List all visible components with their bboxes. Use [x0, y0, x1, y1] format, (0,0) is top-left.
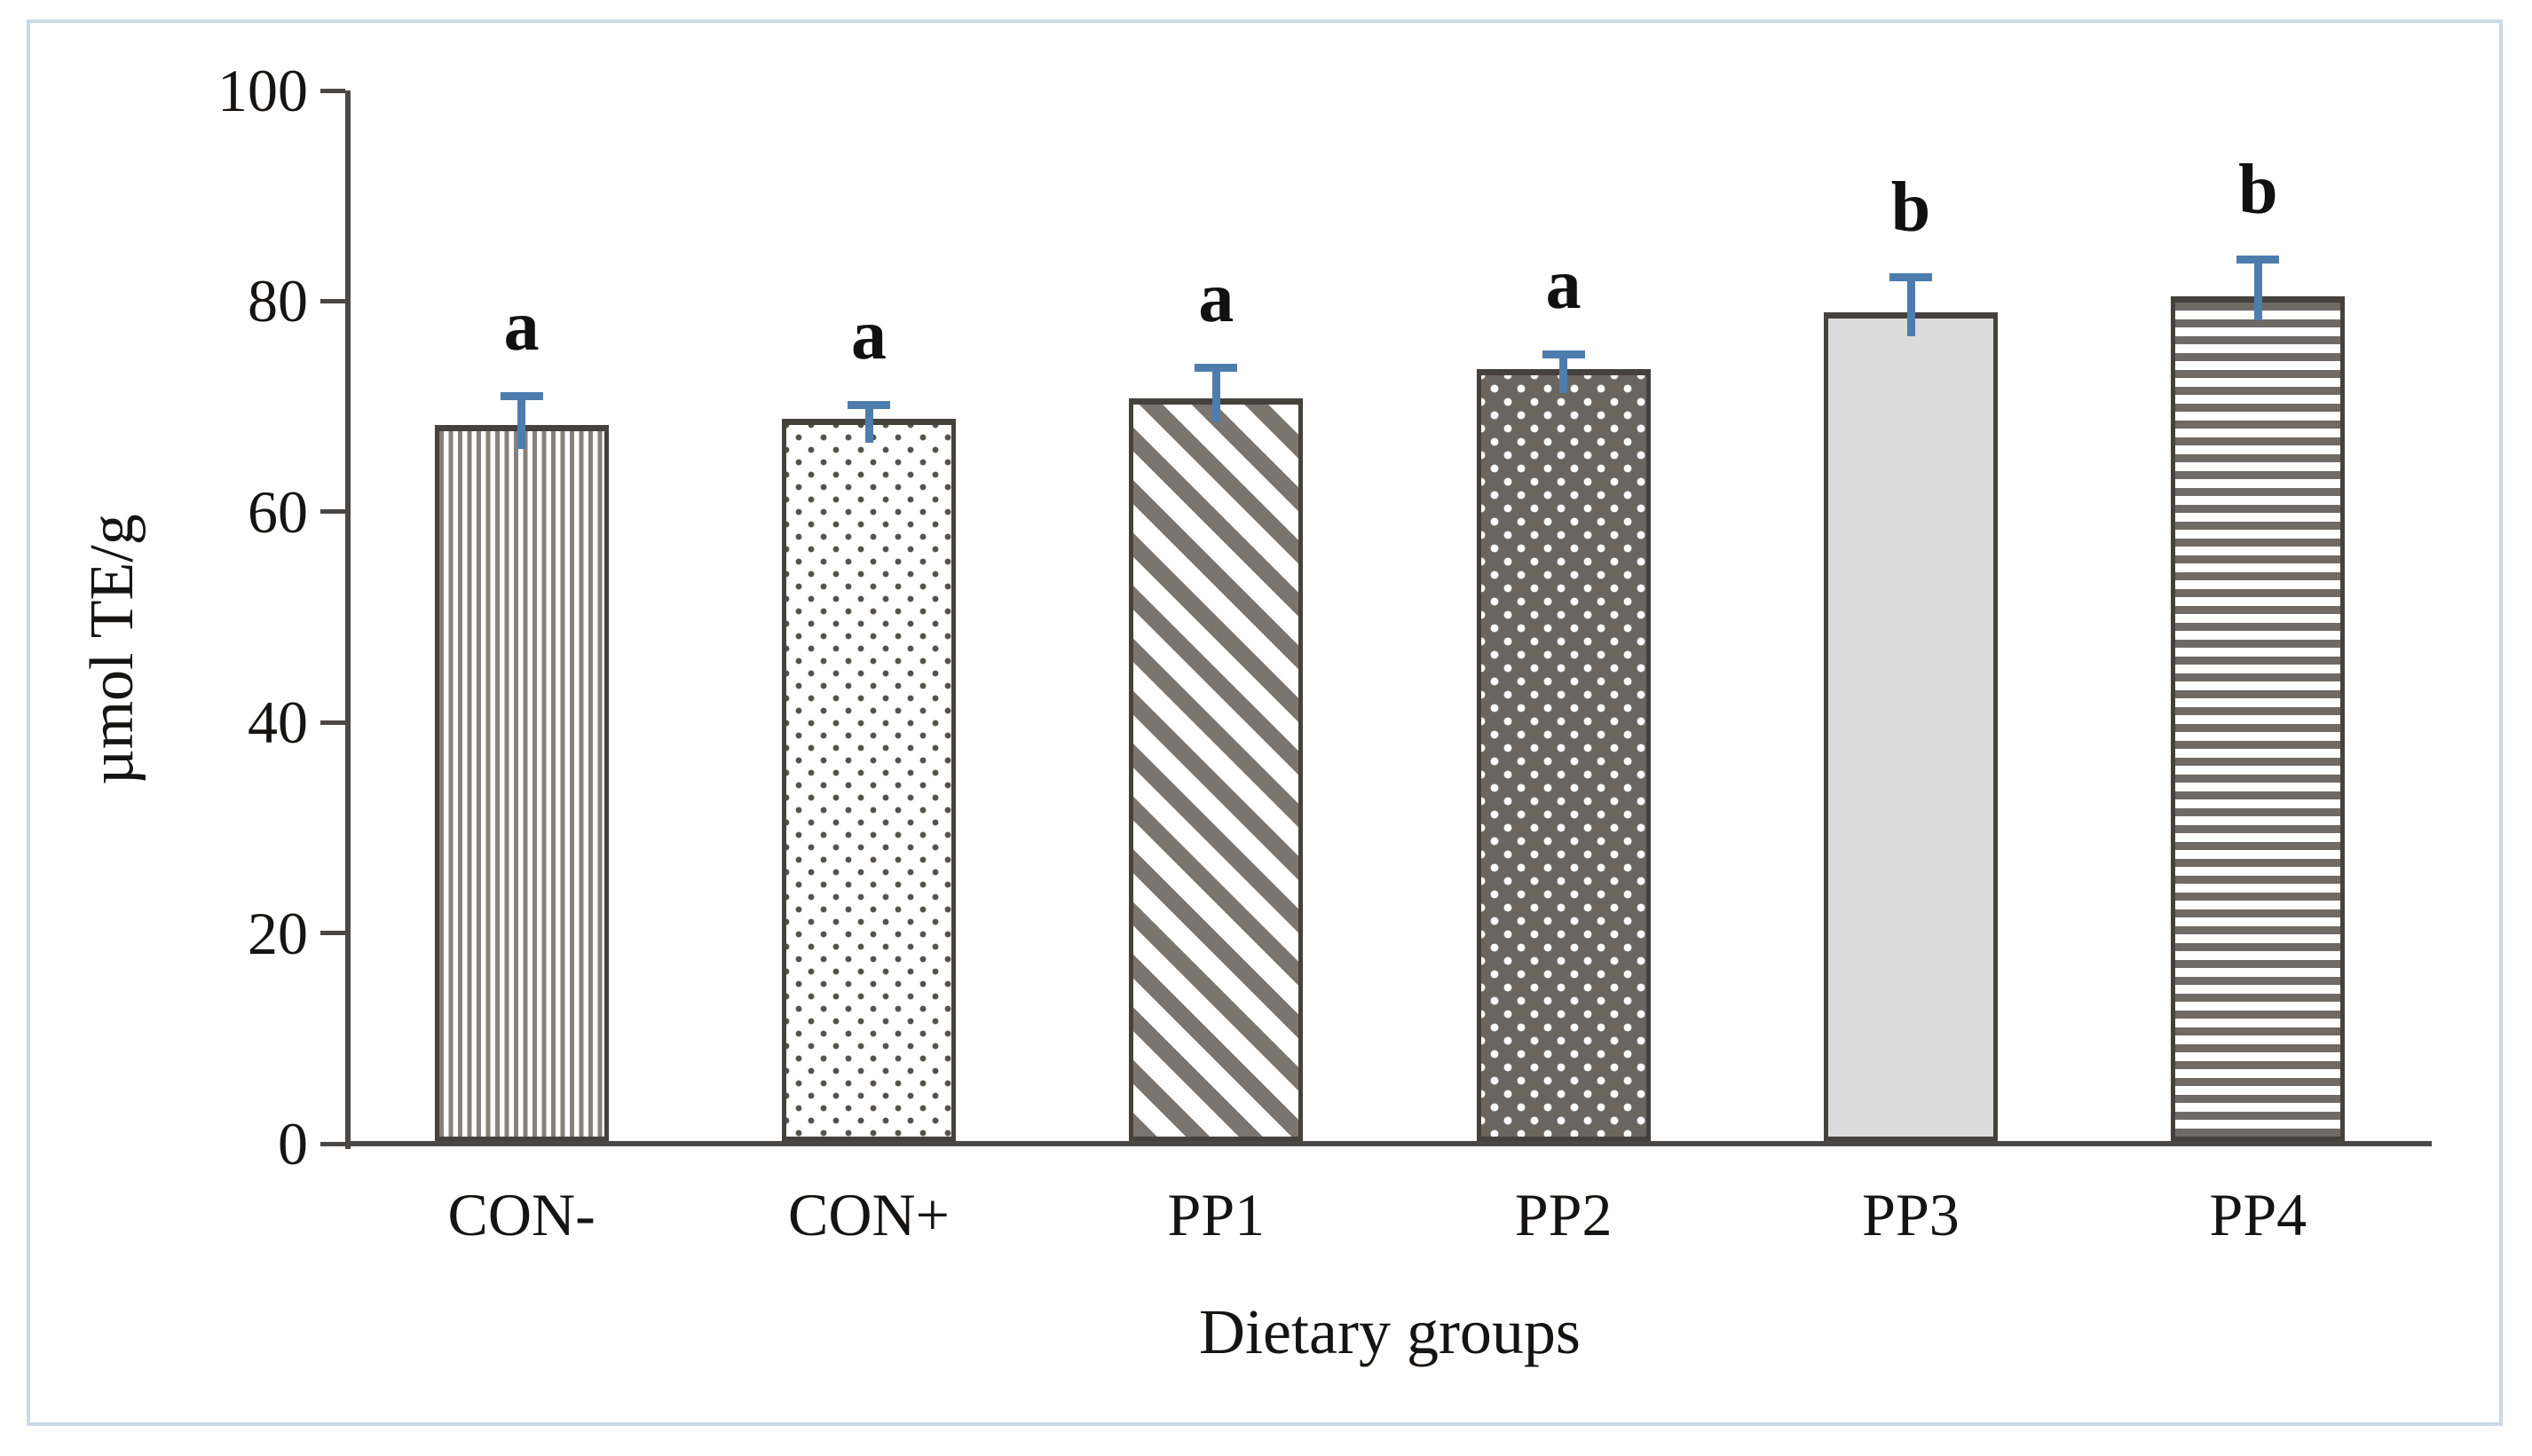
- error-bar-cap: [500, 392, 543, 401]
- y-axis-line: [345, 91, 351, 1149]
- y-axis-tick: [320, 298, 345, 303]
- bar-pp3: [1824, 311, 1998, 1141]
- y-tick-label: 80: [248, 267, 308, 335]
- bar-con: [434, 424, 609, 1141]
- x-category-label: CON+: [788, 1181, 950, 1248]
- y-axis-tick: [320, 88, 345, 93]
- x-category-label: PP3: [1862, 1181, 1960, 1248]
- error-bar-stem: [1559, 353, 1568, 393]
- significance-letter: a: [851, 295, 887, 374]
- y-axis-tick: [320, 509, 345, 515]
- bar-con: [782, 418, 956, 1141]
- bar-pp1: [1129, 398, 1304, 1141]
- error-bar-stem: [2253, 258, 2262, 320]
- y-tick-label: 20: [248, 899, 308, 967]
- x-category-label: CON-: [447, 1181, 596, 1248]
- significance-letter: a: [1198, 259, 1234, 338]
- error-bar-cap: [1542, 350, 1585, 358]
- y-axis-tick: [320, 1141, 345, 1146]
- y-axis-tick: [320, 931, 345, 936]
- x-axis-title: Dietary groups: [1199, 1296, 1581, 1367]
- x-axis-line: [345, 1141, 2432, 1146]
- error-bar-cap: [1889, 273, 1932, 282]
- significance-letter: b: [2238, 150, 2278, 229]
- y-axis-title: µmol TE/g: [78, 514, 146, 785]
- significance-letter: b: [1890, 169, 1931, 248]
- y-axis-tick: [320, 720, 345, 725]
- error-bar-stem: [517, 396, 526, 449]
- y-tick-label: 60: [248, 477, 308, 546]
- error-bar-stem: [1211, 367, 1220, 423]
- x-category-label: PP1: [1167, 1181, 1266, 1248]
- error-bar-stem: [1906, 277, 1915, 336]
- bar-pp4: [2171, 296, 2346, 1141]
- x-category-label: PP4: [2209, 1181, 2307, 1248]
- error-bar-cap: [2236, 255, 2280, 264]
- x-category-label: PP2: [1514, 1181, 1613, 1248]
- y-tick-label: 100: [217, 57, 308, 124]
- bar-pp2: [1476, 368, 1651, 1141]
- y-tick-label: 0: [278, 1110, 308, 1177]
- significance-letter: a: [1545, 245, 1582, 324]
- plot-area: µmol TE/g Dietary groups 0 20 40 60 80 100 a CO…: [78, 60, 2432, 1367]
- error-bar-cap: [848, 400, 890, 409]
- significance-letter: a: [503, 287, 540, 366]
- error-bar-cap: [1195, 364, 1238, 373]
- error-bar-stem: [864, 404, 873, 443]
- y-tick-label: 40: [248, 689, 308, 757]
